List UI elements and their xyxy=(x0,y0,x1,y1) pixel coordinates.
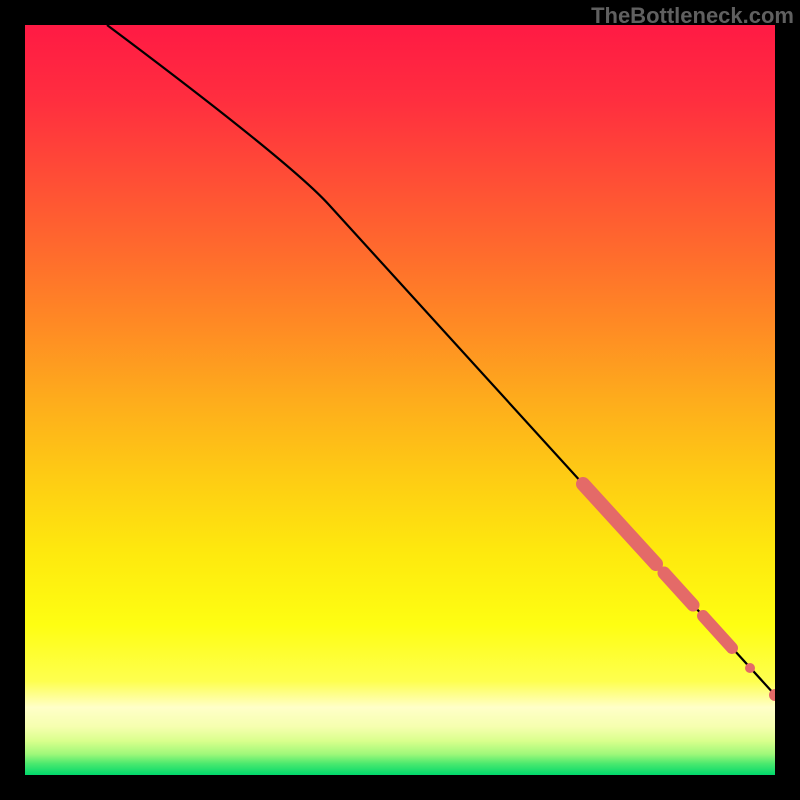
frame-right xyxy=(775,0,800,800)
bottleneck-chart xyxy=(0,0,800,800)
marker-dot xyxy=(745,663,755,673)
watermark-text: TheBottleneck.com xyxy=(591,3,794,29)
gradient-background xyxy=(25,25,775,775)
frame-bottom xyxy=(0,775,800,800)
frame-left xyxy=(0,0,25,800)
